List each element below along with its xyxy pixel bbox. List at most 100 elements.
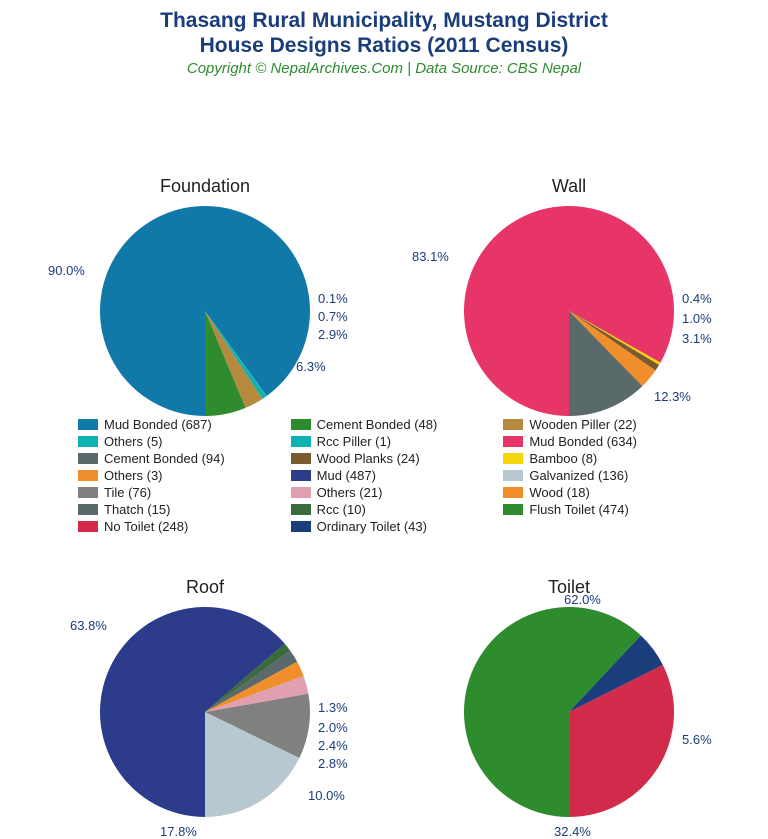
copyright-line: Copyright © NepalArchives.Com | Data Sou… (0, 58, 768, 81)
legend-swatch (503, 470, 523, 481)
panel-roof: Roof63.8%1.3%2.0%2.4%2.8%10.0%17.8% (60, 577, 350, 820)
chart-container: Thasang Rural Municipality, Mustang Dist… (0, 0, 768, 768)
pie-wrap-foundation: 90.0%0.1%0.7%2.9%6.3% (60, 199, 350, 419)
legend-label: Bamboo (8) (529, 451, 597, 466)
legend-item: Others (5) (78, 434, 273, 449)
legend-item: Ordinary Toilet (43) (291, 519, 486, 534)
legend-label: Cement Bonded (48) (317, 417, 438, 432)
legend-label: Mud Bonded (687) (104, 417, 212, 432)
legend-swatch (78, 470, 98, 481)
pct-label: 6.3% (296, 359, 326, 374)
legend: Mud Bonded (687) Cement Bonded (48) Wooden… (78, 417, 698, 534)
legend-item: Flush Toilet (474) (503, 502, 698, 517)
legend-label: Wood Planks (24) (317, 451, 420, 466)
pct-label: 10.0% (308, 788, 345, 803)
pct-label: 62.0% (564, 592, 601, 607)
pct-label: 63.8% (70, 618, 107, 633)
pct-label: 5.6% (682, 732, 712, 747)
panel-title-wall: Wall (424, 176, 714, 197)
legend-swatch (291, 504, 311, 515)
pct-label: 1.0% (682, 311, 712, 326)
pct-label: 0.4% (682, 291, 712, 306)
legend-item: Rcc Piller (1) (291, 434, 486, 449)
legend-swatch (291, 521, 311, 532)
legend-label: Others (21) (317, 485, 383, 500)
legend-label: Tile (76) (104, 485, 151, 500)
pct-label: 2.0% (318, 720, 348, 735)
pie-chart-wall (424, 199, 714, 419)
legend-label: Thatch (15) (104, 502, 170, 517)
legend-item: Mud Bonded (634) (503, 434, 698, 449)
legend-label: Others (3) (104, 468, 163, 483)
pie-chart-roof (60, 600, 350, 820)
pct-label: 2.9% (318, 327, 348, 342)
legend-item: Bamboo (8) (503, 451, 698, 466)
pct-label: 90.0% (48, 263, 85, 278)
legend-label: Flush Toilet (474) (529, 502, 628, 517)
legend-swatch (291, 453, 311, 464)
panel-wall: Wall83.1%0.4%1.0%3.1%12.3% (424, 176, 714, 419)
legend-swatch (78, 504, 98, 515)
title-line1: Thasang Rural Municipality, Mustang Dist… (160, 9, 608, 32)
panel-title-foundation: Foundation (60, 176, 350, 197)
legend-item: No Toilet (248) (78, 519, 273, 534)
legend-label: Others (5) (104, 434, 163, 449)
legend-swatch (291, 419, 311, 430)
legend-label: Wooden Piller (22) (529, 417, 636, 432)
pie-wrap-wall: 83.1%0.4%1.0%3.1%12.3% (424, 199, 714, 419)
panel-toilet: Toilet62.0%5.6%32.4% (424, 577, 714, 820)
legend-swatch (78, 487, 98, 498)
legend-item: Rcc (10) (291, 502, 486, 517)
legend-swatch (78, 453, 98, 464)
pie-wrap-roof: 63.8%1.3%2.0%2.4%2.8%10.0%17.8% (60, 600, 350, 820)
legend-item: Others (21) (291, 485, 486, 500)
legend-label: Ordinary Toilet (43) (317, 519, 427, 534)
pct-label: 2.4% (318, 738, 348, 753)
legend-label: Cement Bonded (94) (104, 451, 225, 466)
legend-item: Wooden Piller (22) (503, 417, 698, 432)
legend-label: Rcc Piller (1) (317, 434, 391, 449)
legend-label: Rcc (10) (317, 502, 366, 517)
pie-chart-foundation (60, 199, 350, 419)
legend-label: Galvanized (136) (529, 468, 628, 483)
legend-item: Wood (18) (503, 485, 698, 500)
legend-swatch (78, 436, 98, 447)
pct-label: 12.3% (654, 389, 691, 404)
legend-swatch (503, 419, 523, 430)
page-title: Thasang Rural Municipality, Mustang Dist… (0, 0, 768, 58)
legend-item: Thatch (15) (78, 502, 273, 517)
legend-swatch (78, 521, 98, 532)
pct-label: 0.1% (318, 291, 348, 306)
pct-label: 1.3% (318, 700, 348, 715)
legend-swatch (78, 419, 98, 430)
title-line2: House Designs Ratios (2011 Census) (200, 34, 569, 57)
legend-label: Mud Bonded (634) (529, 434, 637, 449)
legend-swatch (291, 436, 311, 447)
legend-item: Cement Bonded (48) (291, 417, 486, 432)
pct-label: 83.1% (412, 249, 449, 264)
pie-wrap-toilet: 62.0%5.6%32.4% (424, 600, 714, 820)
legend-swatch (503, 436, 523, 447)
pct-label: 3.1% (682, 331, 712, 346)
pct-label: 2.8% (318, 756, 348, 771)
legend-label: Mud (487) (317, 468, 376, 483)
panel-title-roof: Roof (60, 577, 350, 598)
pct-label: 17.8% (160, 824, 197, 839)
legend-item: Wood Planks (24) (291, 451, 486, 466)
legend-swatch (291, 487, 311, 498)
legend-swatch (503, 504, 523, 515)
legend-swatch (503, 453, 523, 464)
legend-swatch (503, 487, 523, 498)
panel-foundation: Foundation90.0%0.1%0.7%2.9%6.3% (60, 176, 350, 419)
legend-label: No Toilet (248) (104, 519, 188, 534)
pct-label: 0.7% (318, 309, 348, 324)
legend-item: Mud Bonded (687) (78, 417, 273, 432)
legend-swatch (291, 470, 311, 481)
legend-item: Galvanized (136) (503, 468, 698, 483)
pie-chart-toilet (424, 600, 714, 820)
legend-item: Cement Bonded (94) (78, 451, 273, 466)
legend-item: Mud (487) (291, 468, 486, 483)
legend-label: Wood (18) (529, 485, 589, 500)
legend-item: Tile (76) (78, 485, 273, 500)
pct-label: 32.4% (554, 824, 591, 839)
